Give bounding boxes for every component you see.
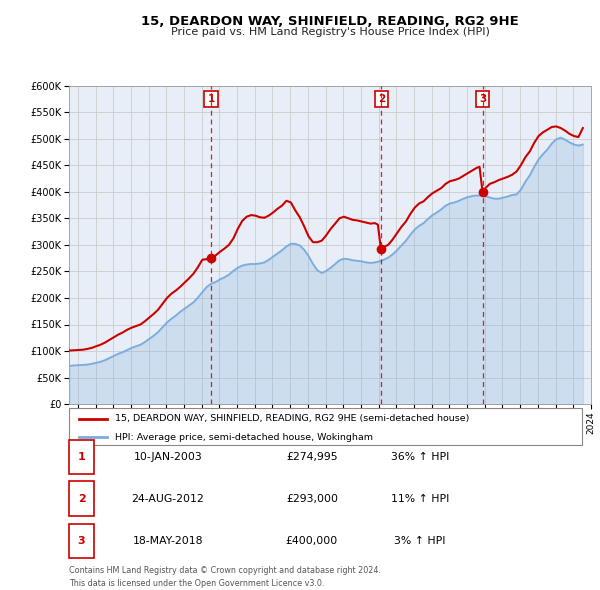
Text: Price paid vs. HM Land Registry's House Price Index (HPI): Price paid vs. HM Land Registry's House … — [170, 27, 490, 37]
Text: 36% ↑ HPI: 36% ↑ HPI — [391, 453, 449, 462]
Text: 3% ↑ HPI: 3% ↑ HPI — [394, 536, 446, 546]
Text: HPI: Average price, semi-detached house, Wokingham: HPI: Average price, semi-detached house,… — [115, 433, 373, 442]
Text: 2: 2 — [78, 494, 85, 503]
Text: £274,995: £274,995 — [286, 453, 338, 462]
Text: £400,000: £400,000 — [286, 536, 338, 546]
Text: 24-AUG-2012: 24-AUG-2012 — [131, 494, 205, 503]
Text: 1: 1 — [78, 453, 85, 462]
Text: 10-JAN-2003: 10-JAN-2003 — [134, 453, 202, 462]
Text: 1: 1 — [208, 94, 215, 104]
Text: £293,000: £293,000 — [286, 494, 338, 503]
Text: 15, DEARDON WAY, SHINFIELD, READING, RG2 9HE: 15, DEARDON WAY, SHINFIELD, READING, RG2… — [141, 15, 519, 28]
Text: 11% ↑ HPI: 11% ↑ HPI — [391, 494, 449, 503]
Text: 18-MAY-2018: 18-MAY-2018 — [133, 536, 203, 546]
Text: 15, DEARDON WAY, SHINFIELD, READING, RG2 9HE (semi-detached house): 15, DEARDON WAY, SHINFIELD, READING, RG2… — [115, 414, 470, 423]
Text: 2: 2 — [377, 94, 385, 104]
Text: 3: 3 — [78, 536, 85, 546]
Text: This data is licensed under the Open Government Licence v3.0.: This data is licensed under the Open Gov… — [69, 579, 325, 588]
Text: Contains HM Land Registry data © Crown copyright and database right 2024.: Contains HM Land Registry data © Crown c… — [69, 566, 381, 575]
FancyBboxPatch shape — [69, 408, 582, 445]
Text: 3: 3 — [479, 94, 486, 104]
